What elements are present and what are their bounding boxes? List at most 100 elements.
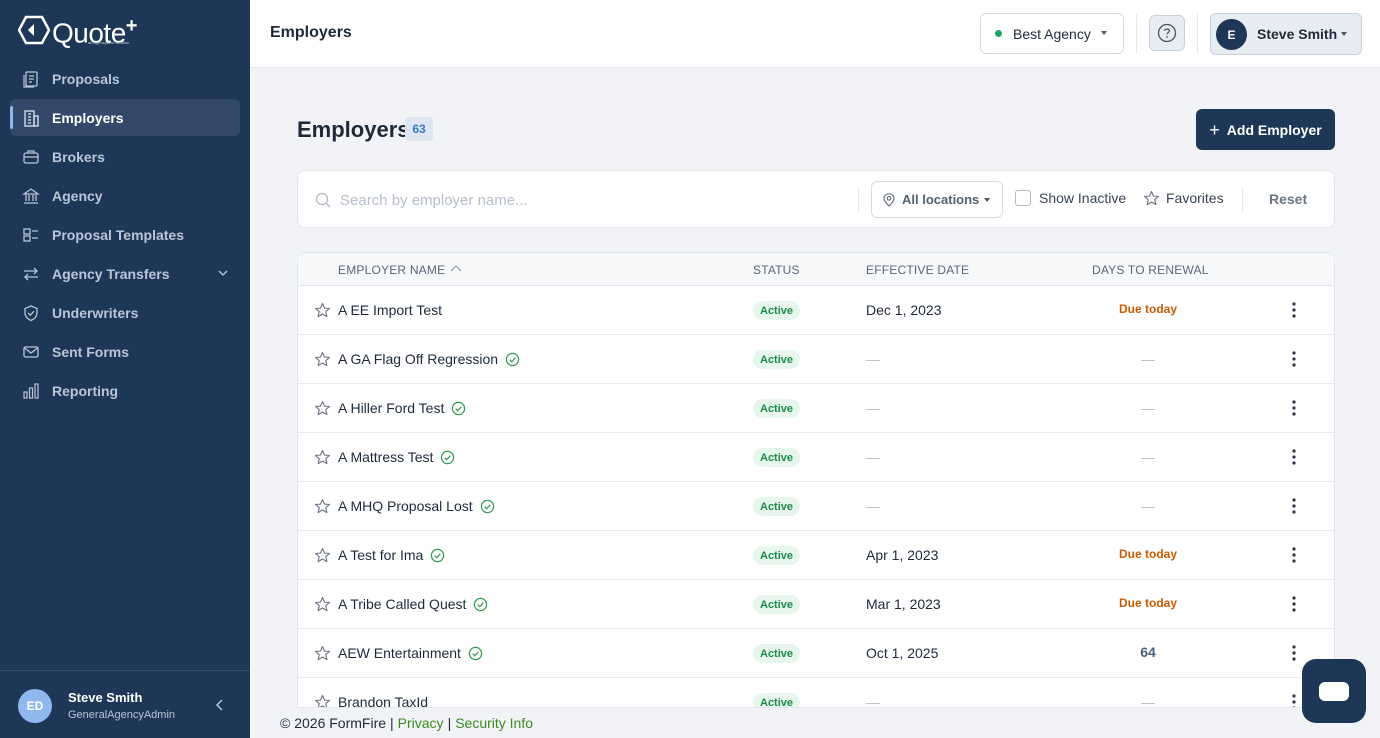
column-header-days-to-renewal: DAYS TO RENEWAL bbox=[1092, 263, 1209, 277]
more-options-icon[interactable] bbox=[1288, 594, 1300, 614]
favorite-star-icon[interactable] bbox=[314, 596, 331, 613]
employer-name-cell[interactable]: A GA Flag Off Regression bbox=[338, 351, 520, 367]
status-badge: Active bbox=[753, 546, 801, 565]
effective-date: — bbox=[866, 351, 880, 367]
favorite-star-icon[interactable] bbox=[314, 449, 331, 466]
favorite-star-icon[interactable] bbox=[314, 351, 331, 368]
more-options-icon[interactable] bbox=[1288, 447, 1300, 467]
collapse-chevron-icon[interactable] bbox=[214, 699, 226, 711]
verified-check-icon bbox=[431, 548, 445, 562]
days-to-renewal: — bbox=[1141, 498, 1155, 514]
chat-button[interactable] bbox=[1302, 659, 1366, 723]
show-inactive-label[interactable]: Show Inactive bbox=[1039, 190, 1127, 206]
employer-name[interactable]: A Test for Ima bbox=[338, 547, 424, 563]
page-footer: © 2026 FormFire | Privacy | Security Info bbox=[280, 715, 534, 731]
table-row[interactable]: A MHQ Proposal Lost Active — — bbox=[298, 482, 1334, 531]
employer-name-cell[interactable]: A Hiller Ford Test bbox=[338, 400, 466, 416]
location-select-value: All locations bbox=[902, 192, 980, 207]
sidebar-user[interactable]: ED Steve Smith GeneralAgencyAdmin bbox=[0, 670, 250, 738]
user-menu-button[interactable]: E Steve Smith bbox=[1210, 13, 1362, 55]
chevron-down-icon[interactable] bbox=[216, 266, 230, 280]
effective-date: Apr 1, 2023 bbox=[866, 547, 939, 563]
sidebar-item-employers[interactable]: Employers bbox=[10, 99, 240, 136]
employer-name-cell[interactable]: A MHQ Proposal Lost bbox=[338, 498, 495, 514]
employer-name-cell[interactable]: A EE Import Test bbox=[338, 302, 442, 318]
agency-select-value: Best Agency bbox=[1013, 25, 1091, 42]
effective-date: — bbox=[866, 694, 880, 708]
employer-name-cell[interactable]: Brandon TaxId bbox=[338, 694, 429, 708]
table-row[interactable]: A Tribe Called Quest Active Mar 1, 2023 Due… bbox=[298, 580, 1334, 629]
more-options-icon[interactable] bbox=[1288, 300, 1300, 320]
employer-name[interactable]: Brandon TaxId bbox=[338, 694, 429, 708]
employer-name-cell[interactable]: A Tribe Called Quest bbox=[338, 596, 488, 612]
more-options-icon[interactable] bbox=[1288, 692, 1300, 708]
help-button[interactable] bbox=[1149, 15, 1185, 51]
agency-select[interactable]: Best Agency bbox=[980, 13, 1124, 54]
favorite-star-icon[interactable] bbox=[314, 645, 331, 662]
favorites-filter[interactable]: Favorites bbox=[1166, 190, 1224, 206]
verified-check-icon bbox=[468, 646, 483, 660]
table-row[interactable]: Brandon TaxId Active — — bbox=[298, 678, 1334, 708]
employer-name[interactable]: A GA Flag Off Regression bbox=[338, 351, 499, 367]
sidebar-item-reporting[interactable]: Reporting bbox=[10, 372, 240, 409]
table-row[interactable]: A Hiller Ford Test Active — — bbox=[298, 384, 1334, 433]
employer-name[interactable]: AEW Entertainment bbox=[338, 645, 461, 661]
logo-tagline: an AgencyBloc solution bbox=[88, 40, 130, 45]
employer-name[interactable]: A Mattress Test bbox=[338, 449, 434, 465]
sidebar-item-underwriters[interactable]: Underwriters bbox=[10, 294, 240, 331]
favorite-star-icon[interactable] bbox=[314, 694, 331, 708]
favorite-star-icon[interactable] bbox=[314, 547, 331, 564]
more-options-icon[interactable] bbox=[1288, 643, 1300, 663]
sidebar-item-sent-forms[interactable]: Sent Forms bbox=[10, 333, 240, 370]
verified-check-icon bbox=[505, 352, 520, 366]
employer-name-cell[interactable]: AEW Entertainment bbox=[338, 645, 483, 661]
employer-name-cell[interactable]: A Test for Ima bbox=[338, 547, 445, 563]
favorite-star-icon[interactable] bbox=[314, 498, 331, 515]
sidebar-item-brokers[interactable]: Brokers bbox=[10, 138, 240, 175]
status-badge: Active bbox=[753, 399, 801, 418]
table-row[interactable]: A Mattress Test Active — — bbox=[298, 433, 1334, 482]
add-employer-button[interactable]: + Add Employer bbox=[1196, 109, 1335, 150]
days-to-renewal: — bbox=[1141, 400, 1155, 416]
days-to-renewal: — bbox=[1141, 351, 1155, 367]
employer-name[interactable]: A Hiller Ford Test bbox=[338, 400, 445, 416]
column-header-status: STATUS bbox=[753, 263, 800, 277]
table-row[interactable]: A Test for Ima Active Apr 1, 2023 Due today bbox=[298, 531, 1334, 580]
more-options-icon[interactable] bbox=[1288, 545, 1300, 565]
employer-name[interactable]: A Tribe Called Quest bbox=[338, 596, 467, 612]
star-outline-icon[interactable] bbox=[1143, 190, 1160, 207]
search-input[interactable] bbox=[340, 185, 840, 215]
location-select[interactable]: All locations bbox=[871, 181, 1003, 218]
sidebar-item-label: Reporting bbox=[52, 382, 119, 399]
sidebar-item-proposals[interactable]: Proposals bbox=[10, 60, 240, 97]
status-badge: Active bbox=[753, 693, 801, 707]
table-row[interactable]: AEW Entertainment Active Oct 1, 2025 64 bbox=[298, 629, 1334, 678]
sidebar-item-proposal-templates[interactable]: Proposal Templates bbox=[10, 216, 240, 253]
user-name: Steve Smith bbox=[1257, 26, 1338, 42]
favorite-star-icon[interactable] bbox=[314, 400, 331, 417]
sort-ascending-icon[interactable] bbox=[450, 263, 462, 273]
employer-name-cell[interactable]: A Mattress Test bbox=[338, 449, 455, 465]
privacy-link[interactable]: Privacy bbox=[397, 715, 444, 731]
sidebar-item-label: Employers bbox=[52, 109, 124, 126]
more-options-icon[interactable] bbox=[1288, 398, 1300, 418]
more-options-icon[interactable] bbox=[1288, 496, 1300, 516]
reset-button[interactable]: Reset bbox=[1269, 191, 1308, 207]
employer-name[interactable]: A MHQ Proposal Lost bbox=[338, 498, 473, 514]
sidebar-item-agency-transfers[interactable]: Agency Transfers bbox=[10, 255, 240, 292]
show-inactive-checkbox[interactable] bbox=[1015, 190, 1031, 206]
bank-icon bbox=[22, 187, 40, 205]
quote-plus-logo[interactable]: Quote+ an AgencyBloc solution bbox=[18, 10, 137, 49]
column-header-employer-name[interactable]: EMPLOYER NAME bbox=[338, 263, 446, 277]
table-row[interactable]: A EE Import Test Active Dec 1, 2023 Due tod… bbox=[298, 286, 1334, 335]
favorite-star-icon[interactable] bbox=[314, 302, 331, 319]
security-info-link[interactable]: Security Info bbox=[455, 715, 534, 731]
employer-name[interactable]: A EE Import Test bbox=[338, 302, 443, 318]
sidebar-item-agency[interactable]: Agency bbox=[10, 177, 240, 214]
days-to-renewal: — bbox=[1141, 449, 1155, 465]
location-pin-icon bbox=[883, 193, 895, 207]
divider bbox=[1242, 187, 1243, 213]
more-options-icon[interactable] bbox=[1288, 349, 1300, 369]
sidebar: Quote+ an AgencyBloc solution Proposals E… bbox=[0, 0, 250, 738]
table-row[interactable]: A GA Flag Off Regression Active — — bbox=[298, 335, 1334, 384]
